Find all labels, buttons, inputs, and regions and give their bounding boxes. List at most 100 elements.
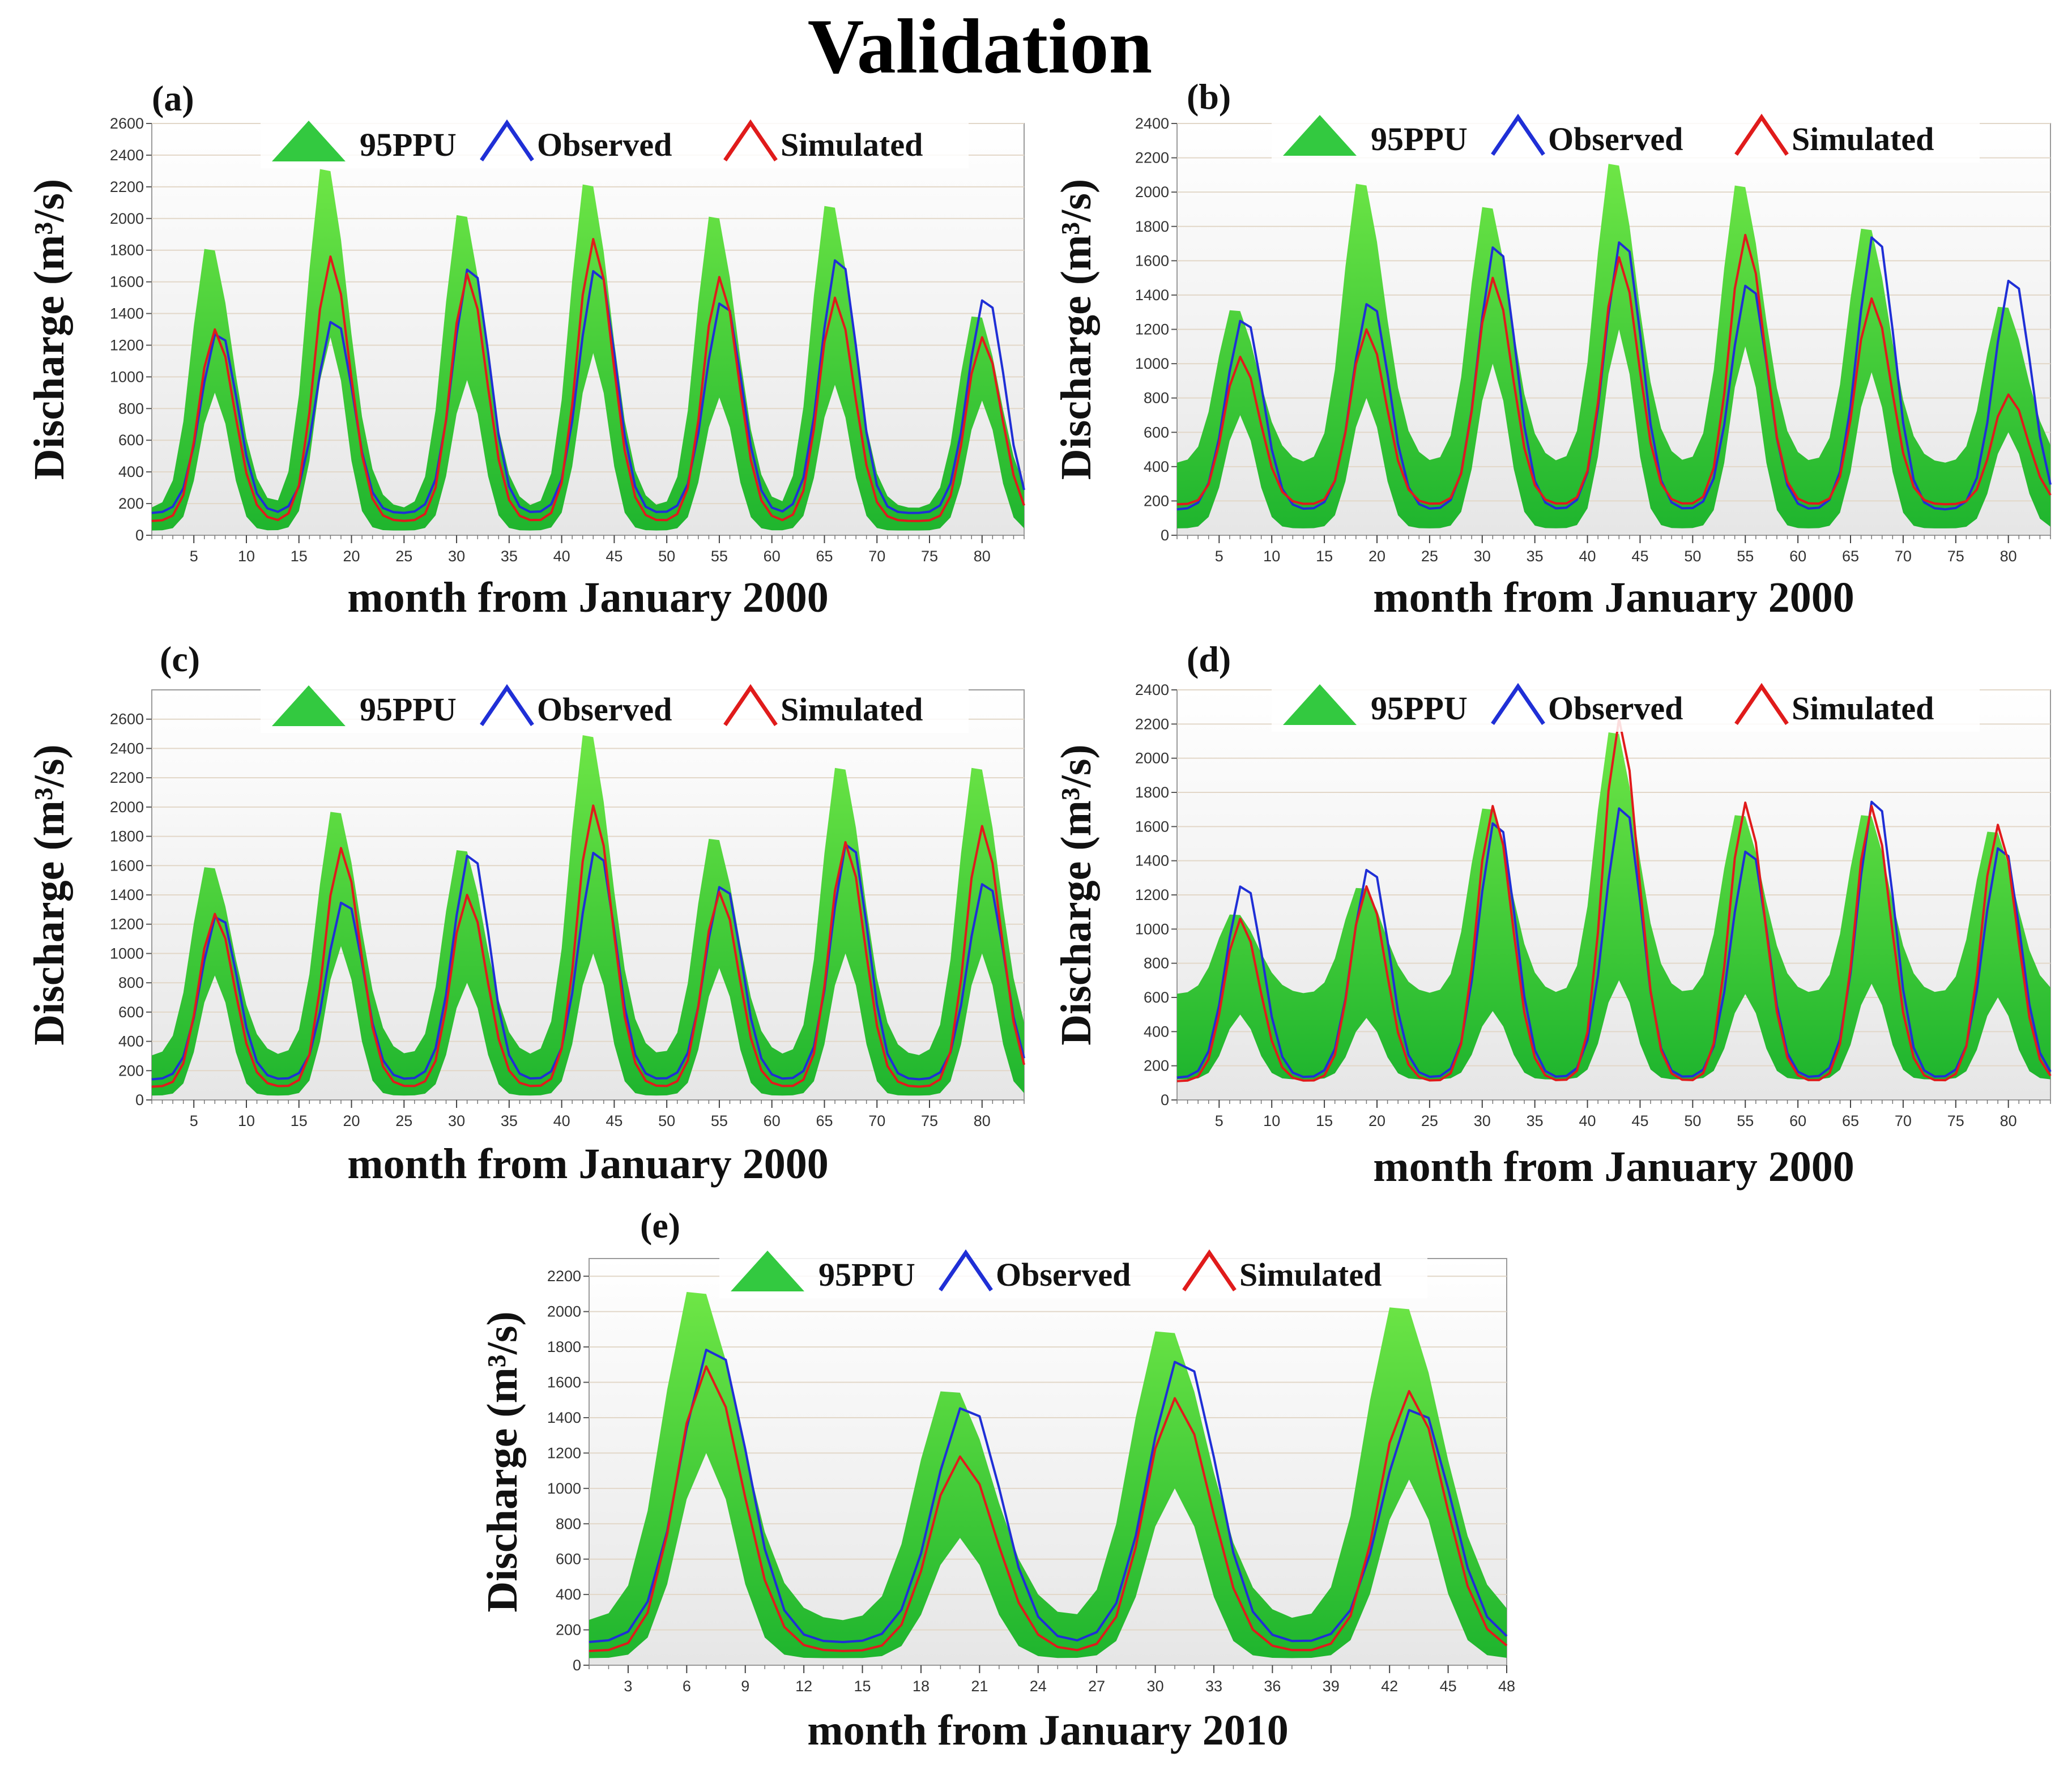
y-tick-label: 200 (118, 1062, 144, 1079)
legend: 95PPU Observed Simulated (261, 116, 969, 168)
x-tick-label: 15 (1316, 548, 1333, 565)
x-tick-label: 30 (448, 1112, 465, 1129)
x-tick-label: 10 (238, 1112, 255, 1129)
chart-panel-e: 0 200 400 600 800 1000 1200 1400 1600 1800 2000 220… (479, 1205, 1515, 1754)
panel-label: (c) (160, 639, 200, 679)
y-tick-label: 2200 (1135, 715, 1169, 732)
x-tick-label: 45 (1440, 1678, 1457, 1695)
y-tick-label: 1000 (547, 1480, 581, 1497)
legend-simulated-label: Simulated (781, 691, 923, 728)
y-tick-label: 400 (1144, 1023, 1169, 1040)
x-tick-label: 80 (974, 548, 991, 565)
x-tick-label: 55 (711, 1112, 728, 1129)
y-tick-label: 1200 (1135, 886, 1169, 903)
95ppu-legend-icon (731, 1251, 804, 1291)
x-tick-label: 55 (711, 548, 728, 565)
legend-95ppu-label: 95PPU (1371, 121, 1468, 157)
y-tick-label: 800 (1144, 390, 1169, 407)
x-tick-label: 80 (2000, 548, 2017, 565)
x-tick-label: 25 (395, 548, 412, 565)
x-tick-label: 40 (553, 548, 570, 565)
95ppu-band (589, 1292, 1507, 1658)
simulated-legend-icon (1734, 683, 1789, 725)
y-tick-label: 2000 (110, 210, 144, 227)
x-tick-label: 45 (1631, 548, 1648, 565)
x-tick-label: 40 (553, 1112, 570, 1129)
x-tick-label: 3 (624, 1678, 632, 1695)
y-tick-label: 1000 (110, 368, 144, 385)
legend-observed-label: Observed (996, 1256, 1131, 1293)
y-tick-label: 1200 (547, 1444, 581, 1461)
y-axis-label: Discharge (m³/s) (25, 179, 73, 480)
y-tick-label: 1200 (110, 916, 144, 933)
y-tick-label: 800 (118, 974, 144, 991)
x-tick-label: 30 (1147, 1678, 1164, 1695)
x-tick-label: 35 (1527, 548, 1544, 565)
x-tick-label: 50 (658, 548, 675, 565)
x-tick-label: 60 (764, 1112, 781, 1129)
x-tick-label: 30 (448, 548, 465, 565)
legend-observed-label: Observed (1548, 690, 1683, 727)
legend-observed-label: Observed (1548, 121, 1683, 157)
x-tick-label: 24 (1030, 1678, 1047, 1695)
observed-legend-icon (480, 684, 534, 726)
x-tick-label: 60 (764, 548, 781, 565)
y-tick-label: 2400 (110, 147, 144, 164)
y-axis-label: Discharge (m³/s) (479, 1311, 526, 1612)
y-tick-label: 200 (118, 495, 144, 512)
x-tick-label: 15 (291, 548, 308, 565)
y-tick-label: 1400 (110, 886, 144, 903)
x-tick-label: 70 (1895, 548, 1912, 565)
simulated-legend-icon (1182, 1249, 1237, 1291)
y-tick-label: 200 (1144, 1057, 1169, 1074)
y-tick-label: 400 (118, 1033, 144, 1050)
x-tick-label: 45 (1631, 1112, 1648, 1129)
legend: 95PPU Observed Simulated (261, 681, 969, 733)
y-tick-label: 1800 (110, 242, 144, 259)
y-tick-label: 1600 (1135, 252, 1169, 269)
x-tick-label: 15 (854, 1678, 871, 1695)
x-axis-label: month from January 2010 (807, 1707, 1288, 1754)
y-tick-label: 2200 (110, 178, 144, 195)
y-tick-label: 1000 (110, 945, 144, 962)
legend-background (261, 116, 969, 168)
y-tick-label: 400 (118, 463, 144, 480)
y-tick-label: 1400 (110, 305, 144, 322)
y-tick-label: 200 (556, 1622, 581, 1639)
x-tick-label: 10 (1263, 1112, 1280, 1129)
x-tick-label: 25 (395, 1112, 412, 1129)
observed-legend-icon (1491, 113, 1545, 156)
x-tick-label: 20 (343, 1112, 360, 1129)
x-tick-label: 65 (1842, 1112, 1859, 1129)
y-tick-label: 2000 (110, 799, 144, 816)
x-tick-label: 35 (501, 548, 518, 565)
y-tick-label: 1600 (547, 1374, 581, 1391)
x-axis-label: month from January 2000 (1373, 1143, 1854, 1191)
x-tick-label: 5 (190, 548, 198, 565)
x-tick-label: 5 (190, 1112, 198, 1129)
y-tick-label: 1000 (1135, 355, 1169, 372)
95ppu-legend-icon (1283, 115, 1357, 156)
x-tick-label: 80 (974, 1112, 991, 1129)
95ppu-band (1177, 164, 2050, 528)
simulated-legend-icon (1734, 113, 1789, 156)
y-tick-label: 1800 (1135, 784, 1169, 801)
x-tick-label: 75 (921, 548, 938, 565)
simulated-legend-icon (723, 684, 778, 726)
x-tick-label: 10 (1263, 548, 1280, 565)
x-tick-label: 39 (1323, 1678, 1340, 1695)
y-tick-label: 1600 (110, 857, 144, 874)
legend-background (1272, 110, 1980, 163)
x-tick-label: 5 (1215, 1112, 1223, 1129)
y-axis-label: Discharge (m³/s) (1052, 744, 1100, 1045)
legend: 95PPU Observed Simulated (719, 1246, 1427, 1298)
legend-simulated-label: Simulated (1792, 121, 1934, 157)
y-tick-label: 600 (118, 1004, 144, 1021)
legend-simulated-label: Simulated (1792, 690, 1934, 727)
y-tick-label: 200 (1144, 492, 1169, 509)
y-tick-label: 600 (1144, 424, 1169, 441)
x-tick-label: 6 (683, 1678, 691, 1695)
x-tick-label: 60 (1789, 1112, 1806, 1129)
legend-observed-label: Observed (537, 126, 672, 163)
y-tick-label: 0 (135, 1091, 144, 1108)
